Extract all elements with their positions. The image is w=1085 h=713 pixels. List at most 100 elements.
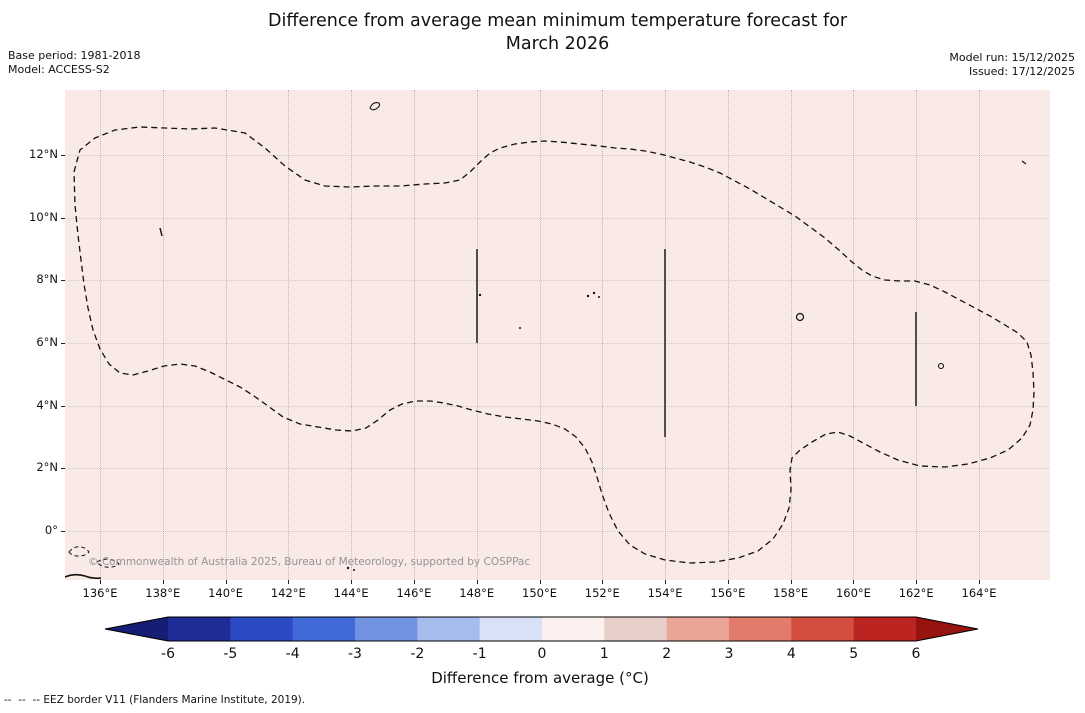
colorbar-segment	[168, 617, 231, 641]
gridline-vertical	[162, 90, 164, 580]
x-tick-label: 162°E	[898, 586, 934, 600]
y-tick-label: 10°N	[29, 209, 58, 224]
x-tick-label: 160°E	[835, 586, 871, 600]
chart-title: Difference from average mean minimum tem…	[65, 10, 1050, 56]
colorbar-tick-label: -3	[348, 646, 362, 662]
colorbar	[100, 614, 980, 646]
copyright-watermark: © Commonwealth of Australia 2025, Bureau…	[88, 556, 531, 568]
colorbar-tick-label: -5	[223, 646, 238, 662]
y-tickmark	[61, 155, 65, 156]
x-tickmark	[539, 580, 541, 584]
y-tickmark	[61, 280, 65, 282]
coastline-solid	[65, 573, 102, 580]
island-dot-1	[478, 293, 482, 297]
gridline-vertical	[853, 90, 855, 580]
colorbar-right-arrow-icon	[916, 617, 978, 641]
y-tickmark	[61, 343, 65, 344]
eez-border-dashed	[73, 126, 1035, 564]
colorbar-svg	[104, 616, 979, 642]
x-tick-label: 156°E	[710, 586, 746, 600]
y-tick-label: 2°N	[36, 460, 58, 475]
island-dot-3	[592, 291, 596, 295]
meta-right: Model run: 15/12/2025 Issued: 17/12/2025	[949, 51, 1075, 79]
gridline-vertical	[979, 90, 980, 580]
x-tickmark	[602, 580, 604, 584]
y-tickmark	[61, 217, 65, 219]
gridline-horizontal	[65, 468, 1050, 470]
colorbar-tick-label: 5	[849, 646, 859, 662]
x-tickmark	[476, 580, 478, 584]
x-tickmark	[979, 580, 980, 584]
coastline-dashed-2	[96, 558, 120, 568]
meta-left: Base period: 1981-2018 Model: ACCESS-S2	[8, 49, 140, 77]
colorbar-tick-label: -1	[472, 646, 487, 662]
y-tick-label: 0°	[44, 523, 58, 537]
island-dot-6	[346, 566, 350, 570]
gridline-vertical	[225, 90, 227, 580]
map-overlay	[65, 102, 1035, 580]
colorbar-tick-label: -4	[285, 646, 300, 662]
chart-title-line1: Difference from average mean minimum tem…	[267, 11, 848, 31]
x-tick-label: 150°E	[522, 586, 557, 600]
model-run-label: Model run: 15/12/2025	[949, 51, 1075, 64]
colorbar-segment	[230, 617, 294, 641]
island-ring-chuuk	[795, 312, 805, 322]
gridline-horizontal	[65, 531, 1050, 532]
gridline-vertical	[413, 90, 415, 580]
gridline-vertical	[288, 90, 290, 580]
gridline-vertical	[916, 90, 918, 580]
island-dot-7	[353, 569, 355, 571]
x-tickmark	[162, 580, 164, 584]
coastline-dashed-1	[68, 546, 90, 557]
gridline-horizontal	[65, 343, 1050, 344]
colorbar-tick-label: -2	[410, 646, 425, 662]
colorbar-tick-label: 3	[724, 646, 734, 662]
colorbar-tick-label: 1	[599, 646, 609, 662]
chart-title-line2: March 2026	[505, 34, 610, 54]
island-ring-east	[937, 362, 945, 370]
colorbar-segments	[168, 617, 917, 641]
colorbar-segment	[354, 617, 418, 641]
colorbar-tick-label: 4	[786, 646, 796, 662]
colorbar-left-arrow-icon	[105, 617, 168, 641]
colorbar-segment	[728, 617, 792, 641]
colorbar-segment	[666, 617, 730, 641]
colorbar-tick-label: 6	[911, 646, 921, 662]
island-outline-top	[369, 102, 381, 111]
x-tick-label: 148°E	[459, 586, 495, 600]
x-tickmark	[665, 580, 667, 584]
colorbar-segment	[604, 617, 668, 641]
x-tick-label: 158°E	[773, 586, 809, 600]
y-tick-label: 4°N	[36, 397, 58, 412]
island-dot-5	[519, 327, 521, 329]
x-tickmark	[413, 580, 415, 584]
colorbar-tick-label: 2	[662, 646, 672, 662]
x-tick-label: 138°E	[145, 586, 181, 600]
x-tick-label: 140°E	[208, 586, 244, 600]
x-tick-label: 154°E	[647, 586, 683, 600]
colorbar-segment	[292, 617, 356, 641]
colorbar-segment	[853, 617, 917, 641]
y-tickmark	[61, 405, 65, 407]
x-tickmark	[727, 580, 729, 584]
x-tickmark	[100, 580, 101, 584]
x-tickmark	[790, 580, 792, 584]
gridline-horizontal	[65, 280, 1050, 282]
x-tick-label: 144°E	[333, 586, 369, 600]
eez-footnote: -- -- -- EEZ border V11 (Flanders Marine…	[4, 694, 306, 706]
x-tickmark	[916, 580, 918, 584]
map-area: © Commonwealth of Australia 2025, Bureau…	[65, 90, 1050, 580]
gridline-horizontal	[65, 405, 1050, 407]
gridline-horizontal	[65, 217, 1050, 219]
colorbar-tick-label: 0	[537, 646, 547, 662]
x-tick-label: 146°E	[396, 586, 432, 600]
model-label: Model: ACCESS-S2	[8, 63, 110, 76]
issued-label: Issued: 17/12/2025	[968, 65, 1075, 78]
colorbar-caption: Difference from average (°C)	[431, 669, 649, 687]
x-tick-label: 136°E	[82, 586, 118, 600]
colorbar-outline	[104, 616, 979, 642]
gridline-horizontal	[65, 155, 1050, 156]
colorbar-segment	[791, 617, 855, 641]
y-tick-label: 12°N	[29, 147, 58, 161]
